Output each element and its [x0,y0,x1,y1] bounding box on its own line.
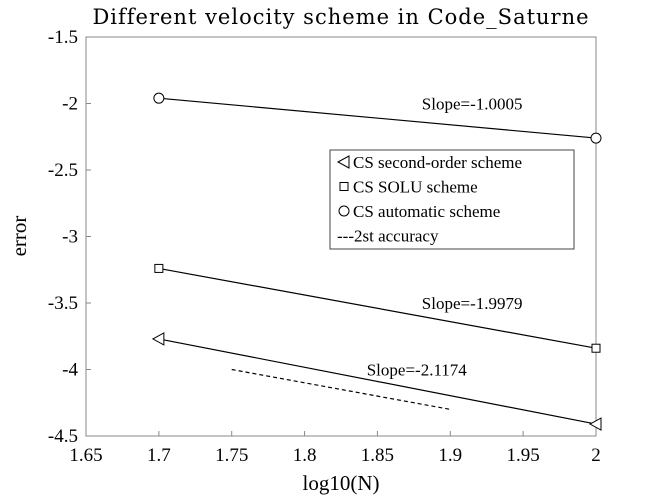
legend-marker [338,205,350,217]
legend-item: CS automatic scheme [338,202,500,221]
slope-annotation: Slope=-2.1174 [367,361,468,380]
annotation-layer: Slope=-1.0005 Slope=-1.9979 Slope=-2.1174 [367,95,523,380]
legend-label: CS second-order scheme [353,153,522,172]
x-tick-label: 1.85 [361,445,394,466]
legend-label: CS SOLU scheme [353,178,478,197]
series-3 [231,368,451,410]
series-line [158,267,597,349]
series-line [158,338,597,425]
data-point [588,417,602,431]
x-tick-label: 1.7 [147,445,171,466]
x-tick-label: 1.65 [69,445,102,466]
data-point [153,92,165,104]
x-tick-label: 1.95 [507,445,540,466]
legend-box [329,149,575,250]
x-tick-label: 1.75 [215,445,248,466]
series-1 [154,263,601,353]
slope-annotation: Slope=-1.0005 [422,95,523,114]
x-axis-label: log10(N) [303,471,380,495]
data-point [590,132,602,144]
series-line [231,368,451,410]
x-axis-ticks: 1.65 1.7 1.75 1.8 1.85 1.9 1.95 2 [69,431,601,466]
data-point [151,332,165,346]
y-tick-label: -2 [62,94,78,115]
y-axis-label: error [7,216,31,257]
y-tick-label: -3 [62,227,78,248]
y-tick-label: -2.5 [48,160,78,181]
data-point [591,343,601,353]
legend-item: ---2st accuracy [337,227,439,246]
legend-item: CS second-order scheme [336,153,522,172]
x-tick-label: 1.9 [438,445,462,466]
legend-marker [336,155,350,169]
y-axis-ticks: -4.5 -4 -3.5 -3 -2.5 -2 -1.5 [48,27,91,447]
legend-label: ---2st accuracy [337,227,439,246]
data-point [154,263,164,273]
slope-annotation: Slope=-1.9979 [422,294,523,313]
y-tick-label: -1.5 [48,27,78,48]
legend-label: CS automatic scheme [353,202,500,221]
series-2 [153,92,602,144]
legend: CS second-order scheme CS SOLU scheme CS a… [329,149,575,250]
legend-item: CS SOLU scheme [339,178,478,197]
x-tick-label: 1.8 [293,445,317,466]
series-line [158,97,597,139]
y-tick-label: -4.5 [48,426,78,447]
series-0 [151,332,602,431]
x-tick-label: 2 [591,445,601,466]
legend-marker [339,182,349,191]
chart-title: Different velocity scheme in Code_Saturn… [92,5,589,29]
y-tick-label: -4 [62,360,78,381]
series-layer [151,92,602,431]
y-tick-label: -3.5 [48,293,78,314]
